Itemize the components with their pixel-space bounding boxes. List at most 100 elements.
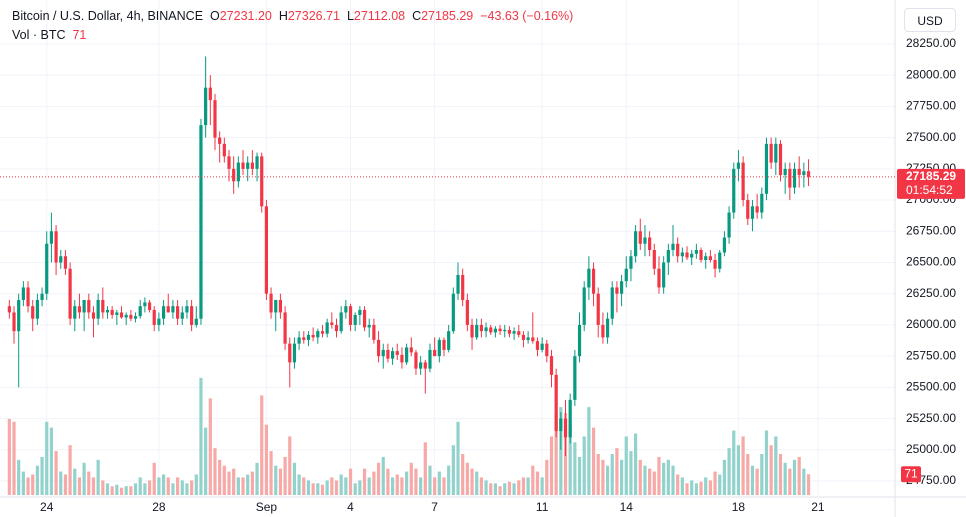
volume-bar (105, 483, 110, 495)
volume-bar (507, 481, 512, 495)
volume-bar (788, 468, 792, 495)
volume-bar (746, 454, 750, 495)
candle-body (218, 137, 222, 144)
volume-bar (7, 418, 11, 495)
candle-body (306, 334, 311, 340)
candle-body (199, 125, 203, 319)
candle-body (147, 302, 152, 310)
candle-body (746, 200, 750, 219)
volume-bar (451, 445, 455, 495)
volume-bar (774, 436, 778, 495)
volume-bar (320, 484, 325, 495)
volume-bar (246, 474, 250, 495)
candle-body (157, 318, 161, 325)
candle-body (563, 418, 568, 438)
volume-bar (540, 477, 544, 495)
volume-bar (704, 477, 708, 495)
candle-body (605, 318, 610, 338)
candle-body (517, 331, 521, 335)
candle-body (596, 293, 600, 325)
volume-bar (400, 477, 404, 495)
volume-bar (760, 454, 764, 495)
candle-body (433, 349, 437, 357)
volume-bar (241, 477, 245, 495)
volume-bar (143, 483, 147, 495)
candle-body (489, 327, 493, 333)
volume-bar (671, 465, 675, 495)
y-tick-label: 25250.00 (906, 411, 956, 425)
candle-body (727, 212, 731, 238)
volume-bar (545, 459, 549, 495)
volume-bar (133, 483, 138, 495)
candle-body (31, 306, 35, 319)
volume-bar (227, 471, 231, 495)
candle-body (587, 268, 591, 288)
volume-bar (390, 477, 395, 495)
candle-body (204, 87, 208, 126)
candle-body (278, 299, 283, 313)
volume-bar (573, 442, 577, 495)
price-tag-value: 27185.29 (906, 169, 956, 183)
volume-bar (161, 474, 166, 495)
currency-button[interactable]: USD (904, 8, 956, 32)
price-tag (897, 168, 965, 199)
volume-bar (615, 448, 619, 495)
volume-bar (26, 477, 30, 495)
volume-bar (255, 462, 259, 495)
volume-bar (274, 465, 278, 495)
volume-bar (358, 480, 362, 495)
volume-bar (414, 468, 418, 495)
candle-body (12, 312, 16, 332)
candle-body (545, 343, 549, 357)
volume-tag-value: 71 (904, 466, 918, 480)
volume-bar (662, 462, 666, 495)
volume-bar (362, 468, 367, 495)
volume-bar (690, 480, 694, 495)
candle-body (465, 299, 469, 325)
volume-bar (493, 483, 498, 495)
candle-body (554, 374, 558, 432)
volume-bar (260, 395, 264, 495)
candle-body (274, 299, 278, 313)
candle-body (806, 171, 811, 177)
volume-bar (31, 474, 35, 495)
volume-bar (587, 407, 591, 495)
candle-body (507, 329, 512, 334)
candle-body (414, 352, 418, 369)
candle-body (694, 249, 698, 254)
candle-body (498, 328, 502, 332)
candle-body (741, 162, 745, 201)
ohlc-label: C (412, 9, 422, 23)
candle-body (456, 274, 460, 294)
ohlc-value: 27326.71 (287, 9, 340, 23)
volume-bar (699, 481, 703, 495)
volume-bar (232, 468, 236, 495)
volume-bar (442, 477, 446, 495)
candle-body (540, 343, 544, 350)
y-tick-label: 25500.00 (906, 380, 956, 394)
candle-body (619, 281, 624, 294)
candle-body (484, 327, 488, 332)
candle-body (110, 309, 114, 315)
volume-bar (601, 459, 605, 495)
candle-body (783, 168, 787, 176)
candle-body (750, 206, 755, 219)
candle-body (395, 351, 399, 355)
y-tick-label: 27500.00 (906, 130, 956, 144)
volume-bar (348, 468, 353, 495)
volume-bar (433, 477, 437, 495)
volume-bar (582, 436, 586, 495)
ohlc-value: 27185.29 (421, 9, 474, 23)
x-tick-label: 14 (620, 500, 634, 514)
volume-bar (129, 486, 133, 495)
candle-body (503, 329, 507, 332)
candle-body (526, 337, 530, 340)
candle-body (241, 162, 245, 169)
volume-bar (405, 471, 409, 495)
x-tick-label: 11 (536, 500, 549, 514)
candle-body (708, 256, 712, 260)
volume-bar (526, 477, 530, 495)
volume-bar (512, 483, 516, 495)
candle-body (774, 143, 778, 163)
